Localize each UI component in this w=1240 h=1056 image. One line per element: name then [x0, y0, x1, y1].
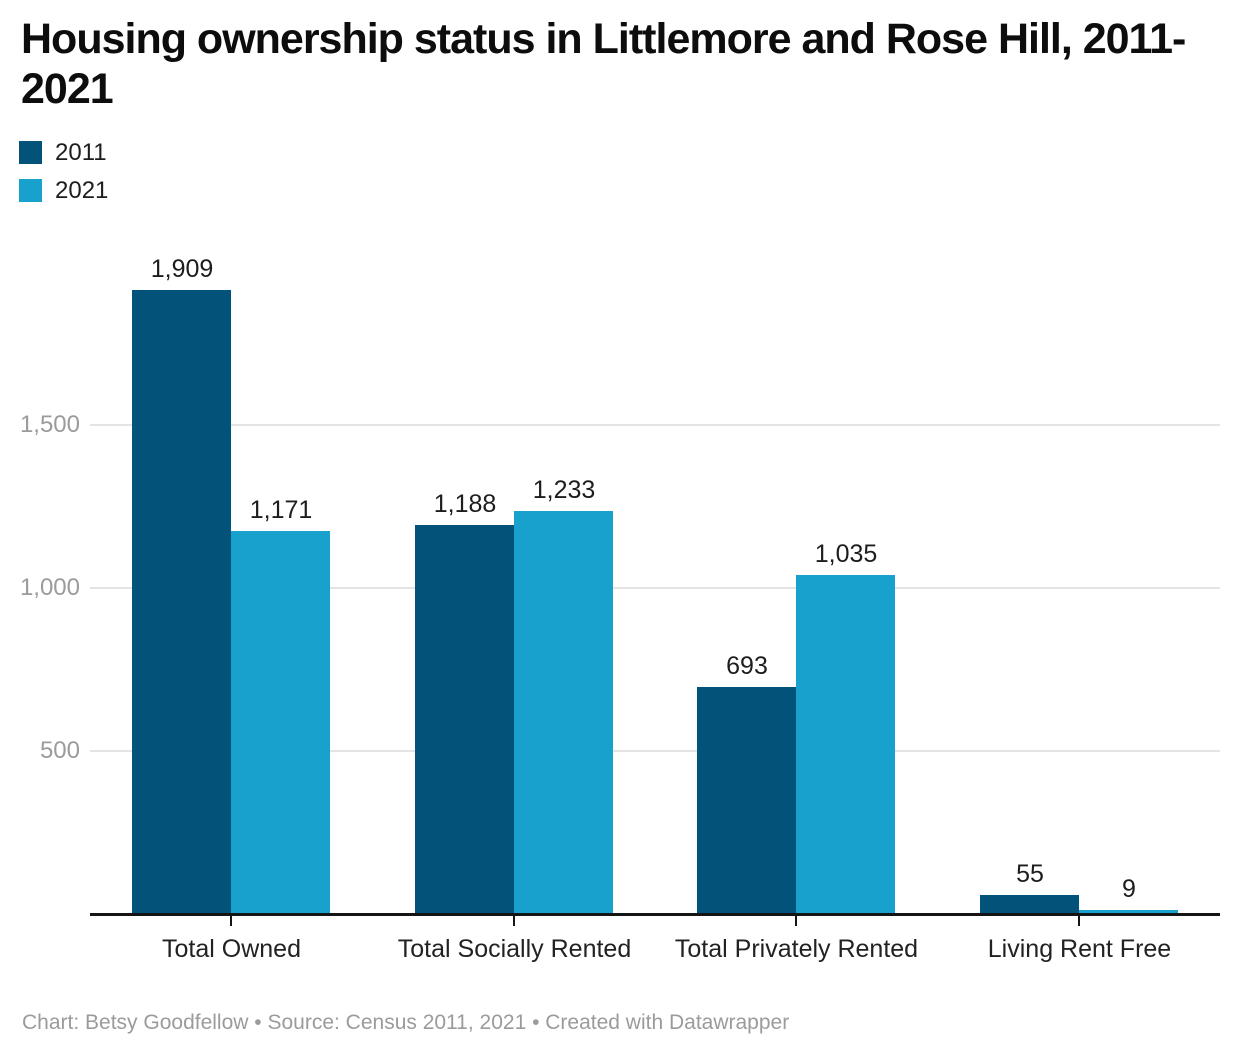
- legend-swatch-2021: [19, 179, 42, 202]
- bar-2011-living-rent-free[interactable]: [980, 895, 1079, 913]
- legend-label-2011: 2011: [55, 139, 107, 166]
- bar-2021-total-owned[interactable]: [231, 531, 330, 913]
- legend-item-2011: 2011: [19, 139, 108, 166]
- value-label-2021-total-owned: 1,171: [249, 496, 313, 524]
- bar-2021-total-privately-rented[interactable]: [796, 575, 895, 913]
- y-axis-tick-label-1500: 1,500: [19, 411, 80, 438]
- gridline-1500: [90, 424, 1220, 426]
- value-label-2011-living-rent-free: 55: [1016, 860, 1044, 888]
- chart-footer: Chart: Betsy Goodfellow • Source: Census…: [22, 1011, 790, 1034]
- x-axis-label-total-socially-rented: Total Socially Rented: [397, 935, 632, 963]
- value-label-2011-total-privately-rented: 693: [726, 652, 768, 680]
- legend-label-2021: 2021: [55, 177, 109, 204]
- chart-title: Housing ownership status in Littlemore a…: [21, 15, 1186, 113]
- value-label-2021-total-privately-rented: 1,035: [814, 540, 878, 568]
- value-label-2021-total-socially-rented: 1,233: [532, 476, 596, 504]
- bar-2021-total-socially-rented[interactable]: [514, 511, 613, 913]
- x-axis-label-total-privately-rented: Total Privately Rented: [674, 935, 919, 963]
- legend: 2011 2021: [19, 139, 109, 204]
- x-axis-line: [90, 913, 1220, 916]
- x-axis-tick-total-privately-rented: [795, 916, 797, 926]
- bar-2011-total-socially-rented[interactable]: [415, 525, 514, 913]
- y-axis-tick-label-1000: 1,000: [19, 574, 80, 601]
- value-label-2011-total-socially-rented: 1,188: [433, 490, 497, 518]
- gridline-1000: [90, 587, 1220, 589]
- x-axis-tick-living-rent-free: [1078, 916, 1080, 926]
- legend-swatch-2011: [19, 141, 42, 164]
- gridline-500: [90, 750, 1220, 752]
- y-axis-tick-label-500: 500: [39, 737, 80, 764]
- bar-2011-total-owned[interactable]: [132, 290, 231, 913]
- bar-2011-total-privately-rented[interactable]: [697, 687, 796, 913]
- bar-2021-living-rent-free[interactable]: [1079, 910, 1178, 913]
- x-axis-label-living-rent-free: Living Rent Free: [987, 935, 1172, 963]
- x-axis-label-total-owned: Total Owned: [162, 935, 301, 963]
- legend-item-2021: 2021: [19, 177, 109, 204]
- value-label-2011-total-owned: 1,909: [150, 255, 214, 283]
- value-label-2021-living-rent-free: 9: [1122, 875, 1136, 903]
- x-axis-tick-total-owned: [230, 916, 232, 926]
- x-axis-tick-total-socially-rented: [513, 916, 515, 926]
